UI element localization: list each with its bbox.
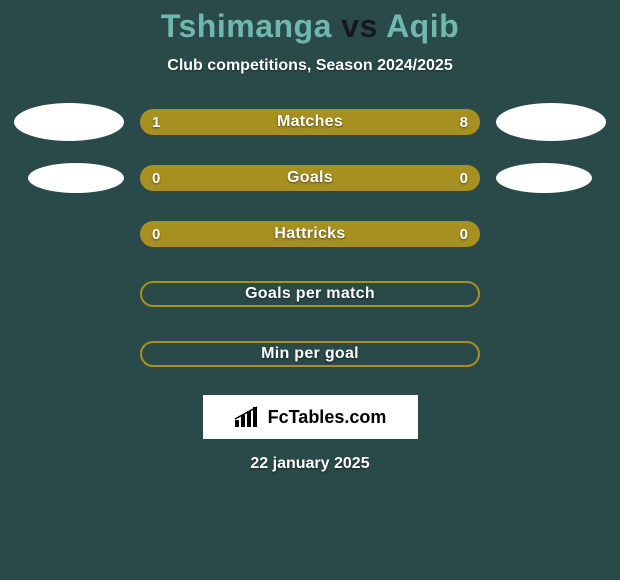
- stat-bar: Hattricks0 0: [140, 221, 480, 247]
- stats-rows: Matches18Goals00Hattricks00Goals per mat…: [0, 103, 620, 373]
- stat-row: Goals per match: [0, 275, 620, 313]
- spacer: [496, 335, 606, 373]
- stat-left-value: 0: [152, 165, 160, 191]
- comparison-chart: Tshimanga vs Aqib Club competitions, Sea…: [0, 0, 620, 580]
- player2-ellipse: [496, 103, 606, 141]
- logo-box: FcTables.com: [203, 395, 418, 439]
- spacer: [496, 215, 606, 253]
- bars-icon: [234, 406, 262, 428]
- stat-label: Hattricks: [140, 221, 480, 247]
- stat-row: Goals0 0: [0, 163, 620, 193]
- chart-title: Tshimanga vs Aqib: [0, 8, 620, 45]
- stat-left-value: 1: [152, 109, 160, 135]
- stat-bar: Goals per match: [140, 281, 480, 307]
- stat-label: Goals: [140, 165, 480, 191]
- stat-bar: Min per goal: [140, 341, 480, 367]
- spacer: [14, 215, 124, 253]
- stat-row: Matches1 8: [0, 103, 620, 141]
- stat-right-value: 0: [460, 221, 468, 247]
- stat-right-value: 0: [460, 165, 468, 191]
- player1-name: Tshimanga: [161, 8, 332, 44]
- stat-label: Matches: [140, 109, 480, 135]
- stat-row: Min per goal: [0, 335, 620, 373]
- stat-row: Hattricks0 0: [0, 215, 620, 253]
- stat-label: Goals per match: [142, 283, 478, 305]
- stat-label: Min per goal: [142, 343, 478, 365]
- spacer: [14, 275, 124, 313]
- stat-left-value: 0: [152, 221, 160, 247]
- spacer: [496, 275, 606, 313]
- date-label: 22 january 2025: [0, 455, 620, 473]
- spacer: [14, 335, 124, 373]
- player2-name: Aqib: [386, 8, 459, 44]
- player1-ellipse: [28, 163, 124, 193]
- vs-text: vs: [341, 8, 378, 44]
- player1-ellipse: [14, 103, 124, 141]
- logo-text: FcTables.com: [268, 407, 387, 428]
- chart-subtitle: Club competitions, Season 2024/2025: [0, 57, 620, 75]
- stat-right-value: 8: [460, 109, 468, 135]
- stat-bar: Matches1 8: [140, 109, 480, 135]
- stat-bar: Goals0 0: [140, 165, 480, 191]
- player2-ellipse: [496, 163, 592, 193]
